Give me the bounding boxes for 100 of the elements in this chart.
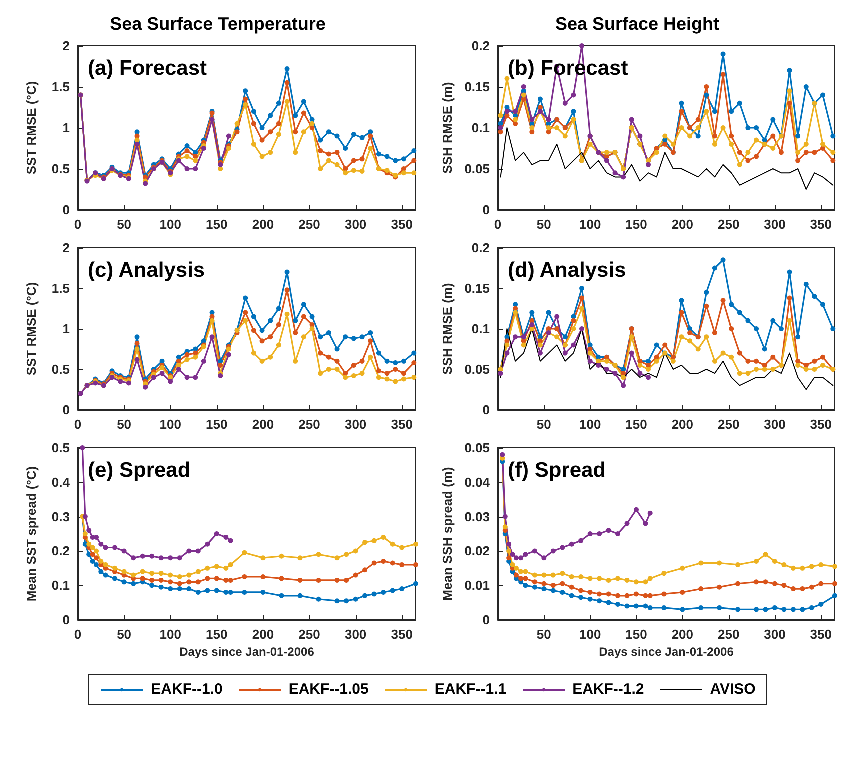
point [498,126,504,130]
point [820,142,826,147]
point [621,375,626,380]
point [643,593,648,598]
point [796,334,801,340]
point [168,379,174,384]
y-tick-label: 1.5 [52,281,70,296]
point [301,99,306,104]
point [186,580,192,585]
point [184,144,190,149]
x-tick-label: 350 [391,217,413,232]
point [228,590,234,595]
point [186,548,192,554]
point [353,548,358,554]
point [214,532,220,536]
point [510,552,516,558]
point [679,126,684,130]
point [578,588,584,594]
point [372,538,377,544]
point [316,578,322,583]
point [401,371,406,376]
point [318,371,324,376]
point [571,318,576,324]
point [401,358,406,364]
x-tick-label: 50 [117,417,132,432]
y-tick-label: 0 [62,202,70,218]
point [782,562,787,568]
y-tick-label: 0.15 [464,80,490,94]
x-tick-label: 50 [117,217,132,232]
point [720,298,726,304]
point [597,576,602,582]
y-tick-label: 0.1 [472,322,490,336]
point [612,170,618,176]
point [158,556,164,561]
point [832,581,838,586]
point [580,286,585,291]
point [393,379,398,384]
point [351,132,356,138]
point [368,338,374,344]
point [606,528,612,534]
point [604,367,610,372]
x-tick-label: 200 [672,417,694,432]
y-tick-label: 0.05 [464,162,490,176]
point [809,584,814,590]
point [301,302,306,308]
point [140,554,146,559]
point [648,593,653,598]
point [737,150,742,156]
point [351,158,356,164]
point [704,84,710,90]
point [554,334,560,340]
point [796,134,801,139]
point [729,142,734,147]
point [268,318,274,324]
point [521,84,526,90]
point [224,534,229,540]
point [412,158,417,164]
point [538,338,543,344]
point [298,578,303,583]
point [126,380,132,386]
point [243,310,248,316]
point [717,584,722,590]
y-tick-label: 0.2 [52,544,70,559]
point [770,134,776,139]
point [698,605,704,610]
point [804,150,809,156]
point [401,156,406,162]
point [284,80,290,86]
point [151,375,156,380]
point [787,100,792,106]
point [680,607,686,612]
line-series [500,128,834,190]
point [712,358,718,364]
point [580,44,585,48]
point [134,130,140,135]
point [168,556,174,561]
point [804,367,809,372]
chart-title: Sea Surface Height [555,14,720,34]
point [103,572,108,578]
point [796,150,801,156]
point [228,562,234,568]
y-tick-label: 1 [62,322,70,336]
point [513,310,518,316]
point [326,354,332,360]
point [542,556,547,561]
point [729,302,734,308]
point [353,572,358,578]
point [343,375,348,380]
point [830,326,836,332]
point [787,296,792,301]
point [569,593,574,598]
point [560,581,566,586]
y-tick-label: 1 [62,120,70,136]
point [334,598,340,604]
point [580,306,585,312]
point [103,562,108,568]
point [226,346,232,352]
x-tick-label: 300 [344,417,367,432]
point [621,383,626,388]
point [218,362,224,368]
